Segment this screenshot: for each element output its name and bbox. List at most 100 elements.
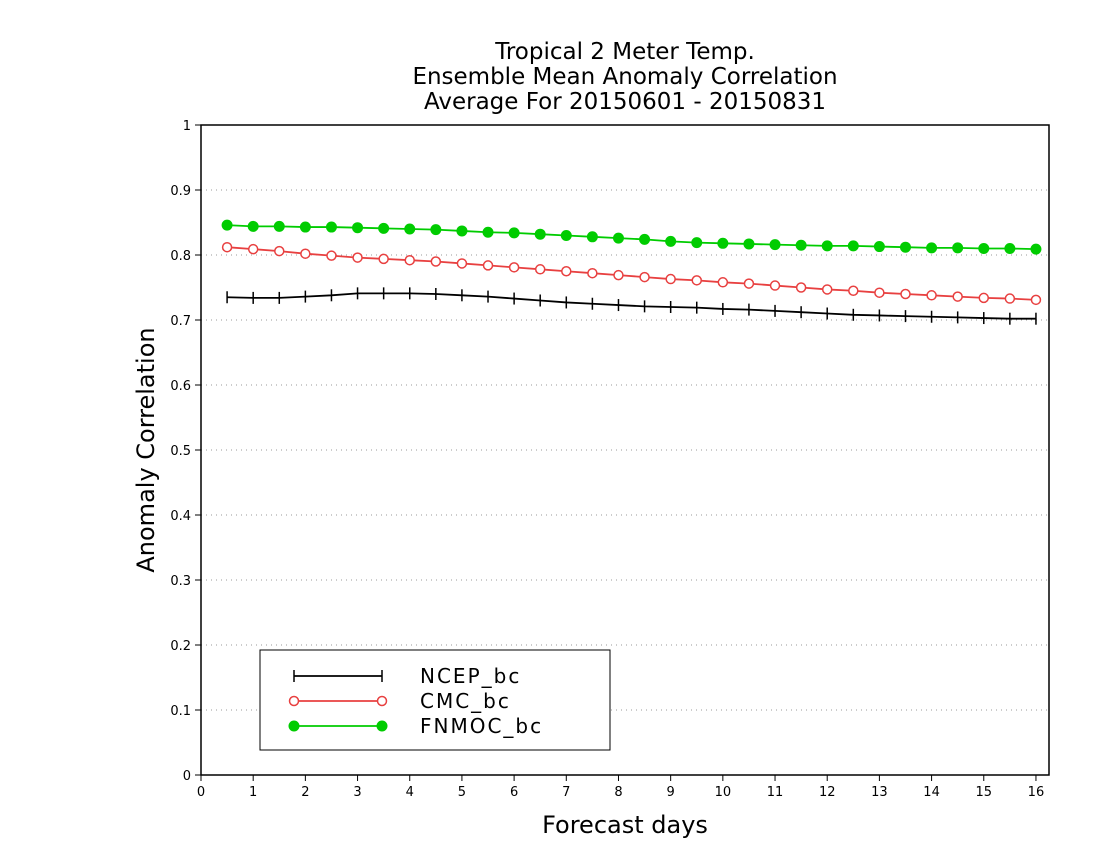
data-point-cmc-bc (900, 288, 911, 300)
x-tick-label: 0 (197, 785, 205, 800)
x-tick-label: 11 (767, 785, 784, 800)
data-point-fnmoc-bc (299, 221, 311, 233)
x-tick-label: 8 (614, 785, 622, 800)
data-point-fnmoc-bc (378, 222, 390, 234)
data-point-cmc-bc (848, 285, 859, 296)
y-tick-label: 0.6 (170, 379, 191, 394)
data-point-cmc-bc (952, 291, 963, 302)
data-point-fnmoc-bc (534, 228, 546, 240)
y-axis-ticks: 0 0.1 0.2 0.3 0.4 0.5 0.6 0.7 0.8 0.9 1 (170, 119, 201, 784)
data-point-cmc-bc (665, 273, 676, 285)
x-tick-label: 10 (715, 785, 732, 800)
legend-label-fnmoc-bc: FNMOC_bc (420, 714, 543, 738)
series-line-fnmoc-bc (227, 224, 1036, 251)
chart-title-line-1: Tropical 2 Meter Temp. (494, 39, 755, 65)
chart-title-line-3: Average For 20150601 - 20150831 (424, 89, 826, 115)
data-point-fnmoc-bc (795, 239, 807, 251)
x-tick-label: 13 (871, 785, 888, 800)
x-tick-label: 9 (667, 785, 675, 800)
data-point-cmc-bc (795, 282, 807, 293)
x-tick-label: 7 (562, 785, 570, 800)
y-tick-label: 0.7 (170, 314, 191, 329)
data-point-fnmoc-bc (769, 239, 781, 251)
data-point-cmc-bc (821, 284, 833, 295)
x-tick-label: 15 (975, 785, 992, 800)
data-point-fnmoc-bc (560, 230, 572, 241)
series-cmc-bc (221, 241, 1042, 306)
data-point-cmc-bc (352, 252, 363, 263)
x-tick-label: 14 (923, 785, 940, 800)
data-point-fnmoc-bc (325, 221, 337, 233)
x-tick-label: 1 (249, 785, 257, 800)
x-tick-label: 4 (406, 785, 414, 800)
data-point-cmc-bc (430, 256, 442, 267)
data-point-cmc-bc (404, 254, 415, 266)
data-point-fnmoc-bc (612, 232, 624, 244)
legend-marker-fnmoc-bc (376, 720, 388, 732)
data-point-cmc-bc (561, 266, 572, 277)
data-point-cmc-bc (300, 248, 311, 259)
data-point-cmc-bc (1030, 294, 1042, 306)
y-tick-label: 0.4 (170, 509, 191, 524)
legend-marker-fnmoc-bc (288, 720, 300, 732)
chart-title: Tropical 2 Meter Temp. Ensemble Mean Ano… (412, 39, 837, 115)
data-point-fnmoc-bc (665, 235, 677, 247)
data-point-cmc-bc (717, 277, 729, 288)
y-tick-label: 0.5 (170, 444, 191, 459)
data-point-cmc-bc (1004, 293, 1016, 304)
data-point-fnmoc-bc (482, 226, 494, 238)
data-point-cmc-bc (769, 280, 781, 291)
data-point-cmc-bc (221, 241, 233, 253)
x-tick-label: 2 (301, 785, 309, 800)
data-point-cmc-bc (639, 271, 650, 283)
y-tick-label: 0.3 (170, 574, 191, 589)
data-point-cmc-bc (274, 245, 285, 257)
y-tick-label: 0.8 (170, 249, 191, 264)
grid-lines (201, 189, 1049, 711)
x-tick-label: 16 (1028, 785, 1045, 800)
data-point-cmc-bc (534, 264, 546, 275)
data-point-cmc-bc (743, 278, 755, 289)
data-point-fnmoc-bc (586, 231, 598, 243)
legend-label-ncep-bc: NCEP_bc (420, 664, 521, 688)
data-point-fnmoc-bc (1030, 243, 1042, 255)
y-tick-label: 0.9 (170, 184, 191, 199)
y-axis-label: Anomaly Correlation (132, 327, 160, 572)
data-point-fnmoc-bc (430, 224, 442, 236)
data-point-fnmoc-bc (508, 227, 520, 239)
data-point-fnmoc-bc (873, 241, 885, 253)
data-point-fnmoc-bc (221, 219, 233, 231)
data-point-fnmoc-bc (899, 241, 911, 253)
x-axis-label: Forecast days (542, 811, 708, 839)
data-point-fnmoc-bc (352, 222, 364, 234)
series-line-ncep-bc (227, 292, 1036, 320)
data-point-cmc-bc (874, 287, 885, 298)
data-point-cmc-bc (378, 253, 389, 265)
x-tick-label: 3 (353, 785, 361, 800)
y-tick-label: 0.2 (170, 639, 191, 654)
series-ncep-bc (226, 287, 1037, 325)
y-tick-label: 0 (183, 769, 191, 784)
legend-item-fnmoc-bc: FNMOC_bc (288, 714, 543, 738)
y-tick-label: 0.1 (170, 704, 191, 719)
data-point-cmc-bc (508, 262, 520, 273)
data-point-fnmoc-bc (247, 220, 259, 232)
data-point-cmc-bc (978, 292, 990, 304)
x-tick-label: 12 (819, 785, 836, 800)
legend-marker-cmc-bc (288, 695, 300, 707)
data-point-cmc-bc (587, 267, 598, 279)
legend-item-ncep-bc: NCEP_bc (293, 664, 521, 688)
data-point-fnmoc-bc (821, 240, 833, 252)
data-point-fnmoc-bc (273, 220, 285, 232)
data-point-fnmoc-bc (717, 237, 729, 249)
data-point-fnmoc-bc (952, 242, 964, 254)
data-point-cmc-bc (247, 243, 259, 255)
legend-label-cmc-bc: CMC_bc (420, 689, 511, 713)
legend-box (259, 649, 611, 751)
data-point-cmc-bc (691, 275, 703, 286)
series-layer (221, 219, 1042, 325)
data-point-cmc-bc (482, 260, 494, 271)
legend-marker-cmc-bc (376, 695, 388, 707)
